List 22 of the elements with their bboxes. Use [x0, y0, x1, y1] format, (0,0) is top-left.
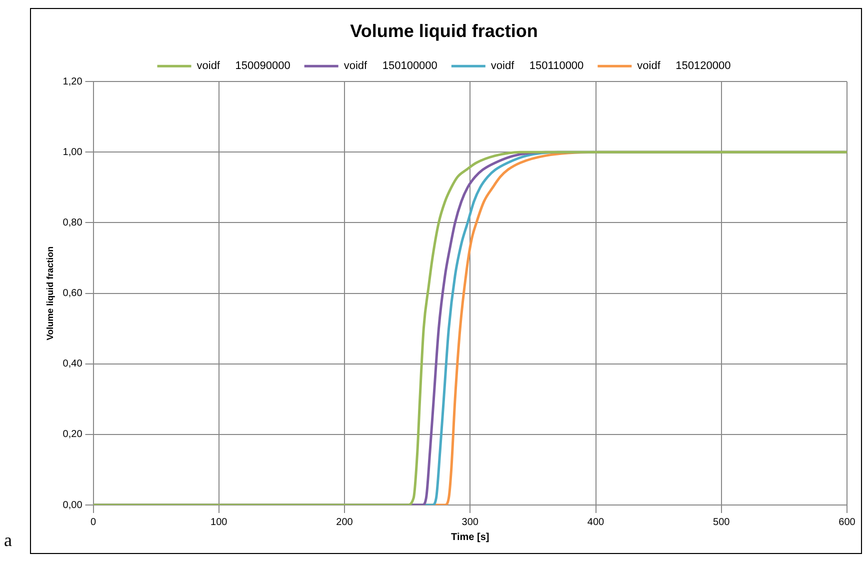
x-axis-title: Time [s]	[451, 532, 490, 543]
legend-label: voidf 150100000	[344, 60, 438, 72]
y-tick-label: 1,00	[62, 146, 83, 158]
x-tick-label: 100	[210, 516, 228, 528]
y-axis-title: Volume liquid fraction	[44, 246, 55, 340]
legend-label: voidf 150090000	[196, 60, 290, 72]
x-tick-label: 500	[713, 516, 730, 528]
y-tick-label: 0,60	[62, 288, 83, 300]
x-tick-label: 300	[462, 516, 479, 528]
y-tick-label: 0,00	[62, 500, 83, 511]
y-tick-label: 0,20	[62, 429, 83, 440]
x-tick-label: 0	[90, 516, 96, 528]
x-tick-label: 200	[336, 516, 354, 528]
text: a	[4, 530, 12, 551]
x-tick-label: 600	[838, 516, 856, 528]
chart-title: Volume liquid fraction	[350, 20, 538, 41]
y-tick-label: 1,20	[62, 76, 83, 88]
y-tick-label: 0,40	[62, 358, 83, 370]
legend-label: voidf 150110000	[490, 60, 584, 72]
legend-label: voidf 150120000	[637, 60, 731, 72]
y-tick-label: 0,80	[62, 217, 83, 228]
x-tick-label: 400	[587, 516, 605, 528]
